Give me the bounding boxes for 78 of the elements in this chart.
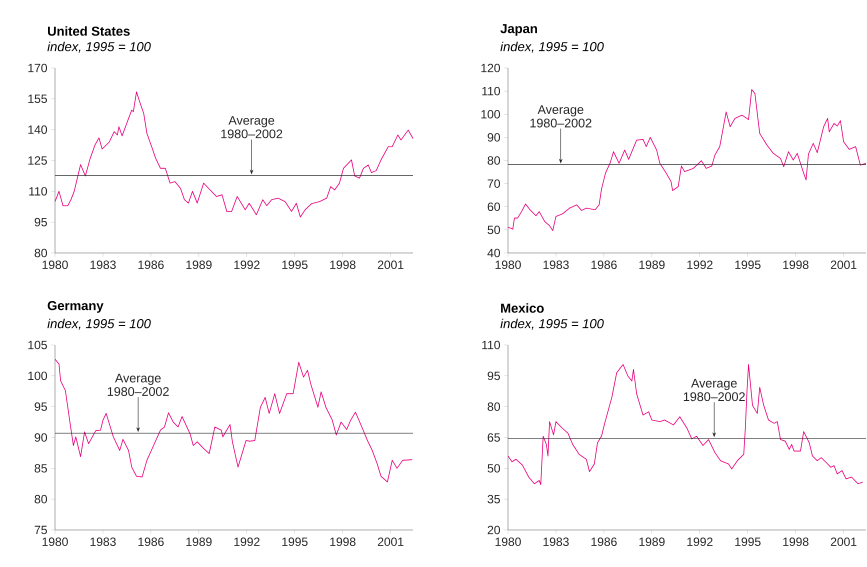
chart-subtitle: index, 1995 = 100: [500, 42, 604, 53]
chart-subtitle: index, 1995 = 100: [47, 318, 151, 330]
chart-title: Germany: [48, 301, 104, 313]
chart-title: Mexico: [501, 303, 544, 313]
y-tick-label: 80: [34, 248, 48, 258]
line-series: [508, 89, 866, 231]
x-tick-label: 1980: [42, 260, 68, 270]
y-tick-label: 35: [488, 494, 500, 504]
x-tick-label: 1986: [138, 260, 164, 270]
y-tick-label: 95: [34, 402, 47, 411]
annotation: Average 1980–2002: [684, 378, 745, 402]
x-tick-label: 1992: [687, 260, 713, 270]
x-tick-label: 1989: [639, 538, 665, 546]
x-tick-label: 2001: [830, 260, 856, 270]
x-tick-label: 1998: [330, 260, 356, 270]
x-tick-label: 1995: [282, 538, 308, 546]
chart-subtitle: index, 1995 = 100: [500, 318, 604, 330]
x-tick-label: 1983: [90, 538, 116, 546]
x-tick-label: 1983: [544, 260, 569, 270]
y-tick-label: 40: [487, 248, 500, 258]
y-tick-label: 50: [488, 464, 500, 473]
x-tick-label: 1992: [234, 260, 260, 270]
chart-subtitle: index, 1995 = 100: [47, 42, 151, 53]
x-tick-label: 1980: [42, 538, 68, 546]
line-series: [54, 358, 413, 482]
y-tick-label: 60: [488, 202, 500, 211]
y-tick-label: 125: [28, 156, 47, 165]
x-tick-label: 1995: [735, 260, 761, 270]
y-tick-label: 80: [34, 494, 48, 504]
line-series: [508, 364, 864, 485]
y-tick-label: 80: [488, 156, 500, 165]
y-tick-label: 85: [34, 464, 47, 473]
x-tick-label: 1998: [783, 260, 808, 270]
y-tick-label: 155: [28, 94, 47, 104]
x-tick-label: 1998: [783, 538, 808, 546]
y-tick-label: 95: [34, 218, 47, 226]
y-tick-label: 20: [488, 526, 500, 534]
x-tick-label: 1992: [234, 538, 260, 546]
x-tick-label: 1995: [735, 538, 761, 546]
y-tick-label: 65: [488, 433, 500, 442]
x-tick-label: 1995: [282, 260, 308, 270]
y-tick-label: 100: [481, 110, 500, 118]
y-tick-label: 110: [482, 86, 500, 96]
x-tick-label: 1989: [639, 260, 665, 270]
x-tick-label: 1986: [138, 538, 164, 546]
y-tick-label: 120: [481, 64, 500, 72]
y-tick-label: 95: [488, 372, 500, 380]
y-tick-label: 90: [34, 433, 48, 442]
x-tick-label: 1980: [496, 538, 521, 546]
chart-title: United States: [48, 26, 130, 36]
annotation: Average 1980–2002: [108, 374, 169, 396]
y-tick-label: 100: [28, 372, 48, 380]
x-tick-label: 1989: [186, 538, 212, 546]
x-tick-label: 1986: [591, 538, 617, 546]
x-tick-label: 2001: [378, 260, 404, 270]
x-tick-label: 1980: [496, 260, 521, 270]
x-tick-label: 1983: [90, 260, 116, 270]
x-tick-label: 1986: [591, 260, 617, 270]
annotation: Average 1980–2002: [221, 116, 282, 138]
x-tick-label: 2001: [830, 538, 856, 546]
x-tick-label: 1992: [687, 538, 713, 546]
annotation: Average 1980–2002: [530, 105, 592, 128]
y-tick-label: 70: [488, 179, 500, 188]
y-tick-label: 90: [488, 133, 500, 142]
x-tick-label: 1998: [330, 538, 356, 546]
x-tick-label: 2001: [378, 538, 404, 546]
line-series: [54, 91, 414, 218]
y-tick-label: 75: [34, 526, 47, 534]
y-tick-label: 140: [28, 125, 48, 134]
x-tick-label: 1989: [186, 260, 212, 270]
chart-title: Japan: [500, 24, 537, 36]
y-tick-label: 80: [488, 402, 500, 411]
y-tick-label: 50: [488, 226, 500, 234]
y-tick-label: 170: [28, 64, 48, 72]
y-tick-label: 110: [29, 187, 48, 196]
y-tick-label: 105: [28, 340, 47, 350]
x-tick-label: 1983: [544, 538, 569, 546]
y-tick-label: 110: [482, 340, 500, 350]
